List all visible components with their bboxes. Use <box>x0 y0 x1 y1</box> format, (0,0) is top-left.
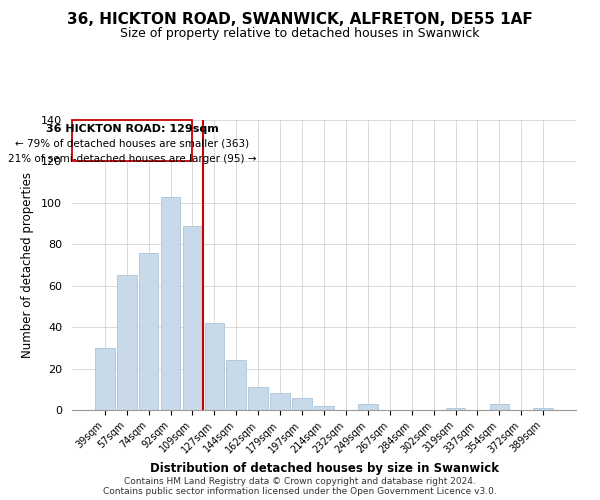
Bar <box>205 323 224 410</box>
Bar <box>446 408 466 410</box>
Bar <box>270 394 290 410</box>
Bar <box>117 276 137 410</box>
Text: ← 79% of detached houses are smaller (363): ← 79% of detached houses are smaller (36… <box>15 139 249 149</box>
Text: 36, HICKTON ROAD, SWANWICK, ALFRETON, DE55 1AF: 36, HICKTON ROAD, SWANWICK, ALFRETON, DE… <box>67 12 533 28</box>
Bar <box>292 398 312 410</box>
Bar <box>95 348 115 410</box>
Bar <box>182 226 202 410</box>
X-axis label: Distribution of detached houses by size in Swanwick: Distribution of detached houses by size … <box>149 462 499 474</box>
Text: 36 HICKTON ROAD: 129sqm: 36 HICKTON ROAD: 129sqm <box>46 124 218 134</box>
Bar <box>314 406 334 410</box>
Y-axis label: Number of detached properties: Number of detached properties <box>21 172 34 358</box>
Text: Contains HM Land Registry data © Crown copyright and database right 2024.: Contains HM Land Registry data © Crown c… <box>124 477 476 486</box>
Text: 21% of semi-detached houses are larger (95) →: 21% of semi-detached houses are larger (… <box>8 154 256 164</box>
Bar <box>358 404 378 410</box>
Bar <box>248 387 268 410</box>
Text: Contains public sector information licensed under the Open Government Licence v3: Contains public sector information licen… <box>103 487 497 496</box>
Bar <box>490 404 509 410</box>
Bar <box>139 252 158 410</box>
Text: Size of property relative to detached houses in Swanwick: Size of property relative to detached ho… <box>120 28 480 40</box>
Bar <box>226 360 246 410</box>
Bar <box>161 196 181 410</box>
Bar <box>533 408 553 410</box>
